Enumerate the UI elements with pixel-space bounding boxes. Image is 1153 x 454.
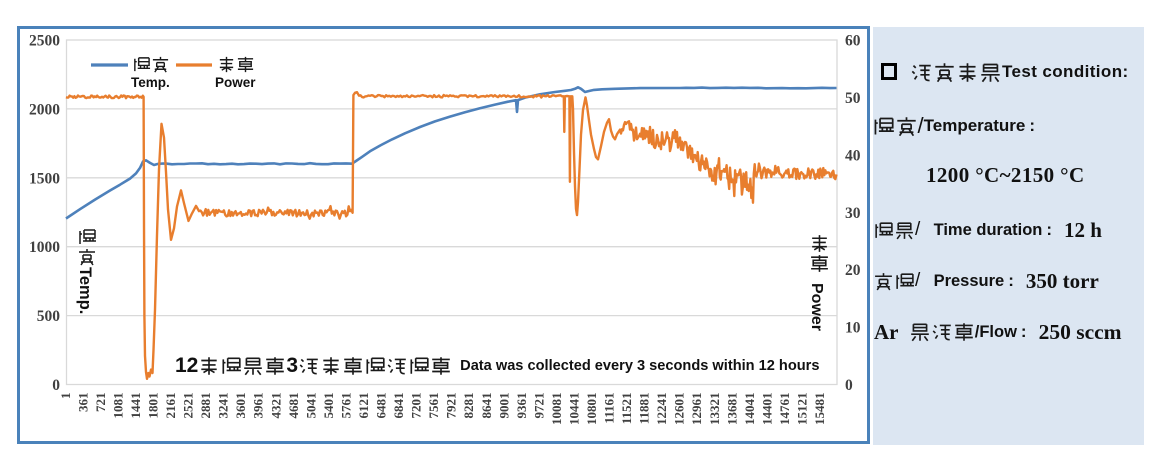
svg-text:1081: 1081 bbox=[110, 393, 125, 419]
svg-text:60: 60 bbox=[845, 33, 861, 50]
svg-text:1441: 1441 bbox=[128, 393, 143, 419]
svg-text:1801: 1801 bbox=[146, 393, 161, 419]
svg-text:8641: 8641 bbox=[479, 393, 494, 419]
svg-text:5401: 5401 bbox=[321, 393, 336, 419]
svg-text:2521: 2521 bbox=[181, 393, 196, 419]
svg-text:40: 40 bbox=[845, 147, 861, 164]
svg-text:7201: 7201 bbox=[409, 393, 424, 419]
svg-text:13681: 13681 bbox=[724, 393, 739, 426]
svg-text:9001: 9001 bbox=[496, 393, 511, 419]
svg-text:8281: 8281 bbox=[461, 393, 476, 419]
svg-text:15481: 15481 bbox=[812, 393, 827, 426]
svg-text:1000: 1000 bbox=[29, 239, 60, 256]
svg-text:6481: 6481 bbox=[374, 393, 389, 419]
svg-text:10441: 10441 bbox=[567, 393, 582, 426]
svg-text:30: 30 bbox=[845, 205, 861, 222]
svg-text:0: 0 bbox=[845, 377, 853, 394]
svg-text:5761: 5761 bbox=[338, 393, 353, 419]
svg-text:2000: 2000 bbox=[29, 101, 60, 118]
svg-text:11881: 11881 bbox=[637, 393, 652, 425]
svg-text:11521: 11521 bbox=[619, 393, 634, 425]
svg-text:13321: 13321 bbox=[707, 393, 722, 426]
svg-text:50: 50 bbox=[845, 90, 861, 107]
svg-text:6121: 6121 bbox=[356, 393, 371, 419]
svg-text:3241: 3241 bbox=[216, 393, 231, 419]
svg-text:10: 10 bbox=[845, 320, 861, 337]
svg-text:1: 1 bbox=[58, 393, 73, 400]
svg-text:10081: 10081 bbox=[549, 393, 564, 426]
svg-text:11161: 11161 bbox=[602, 393, 617, 424]
svg-text:4321: 4321 bbox=[268, 393, 283, 419]
svg-text:2161: 2161 bbox=[163, 393, 178, 419]
svg-text:12961: 12961 bbox=[689, 393, 704, 426]
svg-text:7561: 7561 bbox=[426, 393, 441, 419]
svg-text:2500: 2500 bbox=[29, 33, 60, 50]
svg-text:3601: 3601 bbox=[233, 393, 248, 419]
svg-text:14041: 14041 bbox=[742, 393, 757, 426]
svg-text:5041: 5041 bbox=[303, 393, 318, 419]
svg-text:15121: 15121 bbox=[795, 393, 810, 426]
svg-text:6841: 6841 bbox=[391, 393, 406, 419]
svg-text:4681: 4681 bbox=[286, 393, 301, 419]
svg-text:361: 361 bbox=[75, 393, 90, 413]
svg-text:1500: 1500 bbox=[29, 170, 60, 187]
svg-text:14761: 14761 bbox=[777, 393, 792, 426]
svg-text:12601: 12601 bbox=[672, 393, 687, 426]
svg-text:500: 500 bbox=[37, 308, 61, 325]
svg-text:0: 0 bbox=[52, 377, 60, 394]
svg-text:14401: 14401 bbox=[759, 393, 774, 426]
svg-text:10801: 10801 bbox=[584, 393, 599, 426]
svg-text:7921: 7921 bbox=[444, 393, 459, 419]
svg-text:721: 721 bbox=[93, 393, 108, 413]
svg-text:3961: 3961 bbox=[251, 393, 266, 419]
svg-text:12241: 12241 bbox=[654, 393, 669, 426]
svg-text:2881: 2881 bbox=[198, 393, 213, 419]
svg-text:20: 20 bbox=[845, 262, 861, 279]
svg-text:9361: 9361 bbox=[514, 393, 529, 419]
svg-text:9721: 9721 bbox=[531, 393, 546, 419]
